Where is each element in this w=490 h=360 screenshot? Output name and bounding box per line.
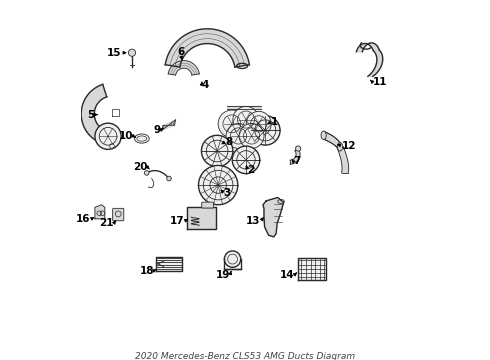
Circle shape xyxy=(167,176,172,181)
Text: 14: 14 xyxy=(280,270,295,279)
Text: 2: 2 xyxy=(247,165,255,175)
Polygon shape xyxy=(263,198,284,237)
Text: 8: 8 xyxy=(225,137,233,147)
Polygon shape xyxy=(368,50,383,76)
Ellipse shape xyxy=(321,131,326,140)
Polygon shape xyxy=(337,147,348,173)
Text: 20: 20 xyxy=(133,162,147,172)
Circle shape xyxy=(145,171,149,175)
Circle shape xyxy=(233,107,259,133)
Polygon shape xyxy=(162,120,175,130)
Ellipse shape xyxy=(338,143,343,151)
Text: 12: 12 xyxy=(342,141,356,151)
Polygon shape xyxy=(227,106,261,109)
Ellipse shape xyxy=(134,134,149,143)
FancyBboxPatch shape xyxy=(113,208,124,221)
Polygon shape xyxy=(81,84,117,145)
Circle shape xyxy=(295,146,301,151)
Polygon shape xyxy=(95,205,105,219)
Polygon shape xyxy=(156,256,182,271)
Circle shape xyxy=(250,116,280,145)
Circle shape xyxy=(128,49,136,56)
Polygon shape xyxy=(356,43,379,52)
Text: 1: 1 xyxy=(270,117,278,127)
Text: 2020 Mercedes-Benz CLS53 AMG Ducts Diagram: 2020 Mercedes-Benz CLS53 AMG Ducts Diagr… xyxy=(135,351,355,360)
Text: 4: 4 xyxy=(202,80,209,90)
FancyBboxPatch shape xyxy=(202,202,214,208)
Circle shape xyxy=(232,146,260,174)
Circle shape xyxy=(226,123,251,148)
Polygon shape xyxy=(290,149,300,164)
Circle shape xyxy=(95,123,121,149)
Text: 19: 19 xyxy=(216,270,230,279)
Text: 6: 6 xyxy=(177,47,185,57)
Text: 16: 16 xyxy=(76,215,90,225)
Text: 9: 9 xyxy=(153,125,161,135)
Text: 15: 15 xyxy=(107,48,121,58)
Text: 7: 7 xyxy=(294,157,301,166)
Polygon shape xyxy=(165,29,249,67)
Text: 10: 10 xyxy=(119,131,133,141)
Text: 18: 18 xyxy=(140,266,154,276)
Circle shape xyxy=(201,135,233,167)
Text: 11: 11 xyxy=(373,77,387,87)
Circle shape xyxy=(224,251,241,267)
Text: 21: 21 xyxy=(99,218,114,228)
Circle shape xyxy=(239,123,264,148)
Text: 3: 3 xyxy=(224,188,231,198)
Circle shape xyxy=(246,111,271,136)
Polygon shape xyxy=(187,207,216,229)
Circle shape xyxy=(198,166,238,205)
Polygon shape xyxy=(168,60,199,75)
Text: 5: 5 xyxy=(87,110,94,120)
Circle shape xyxy=(218,110,245,138)
Polygon shape xyxy=(298,258,326,280)
Text: 17: 17 xyxy=(170,216,184,226)
Polygon shape xyxy=(323,131,340,151)
Text: 13: 13 xyxy=(246,216,261,226)
